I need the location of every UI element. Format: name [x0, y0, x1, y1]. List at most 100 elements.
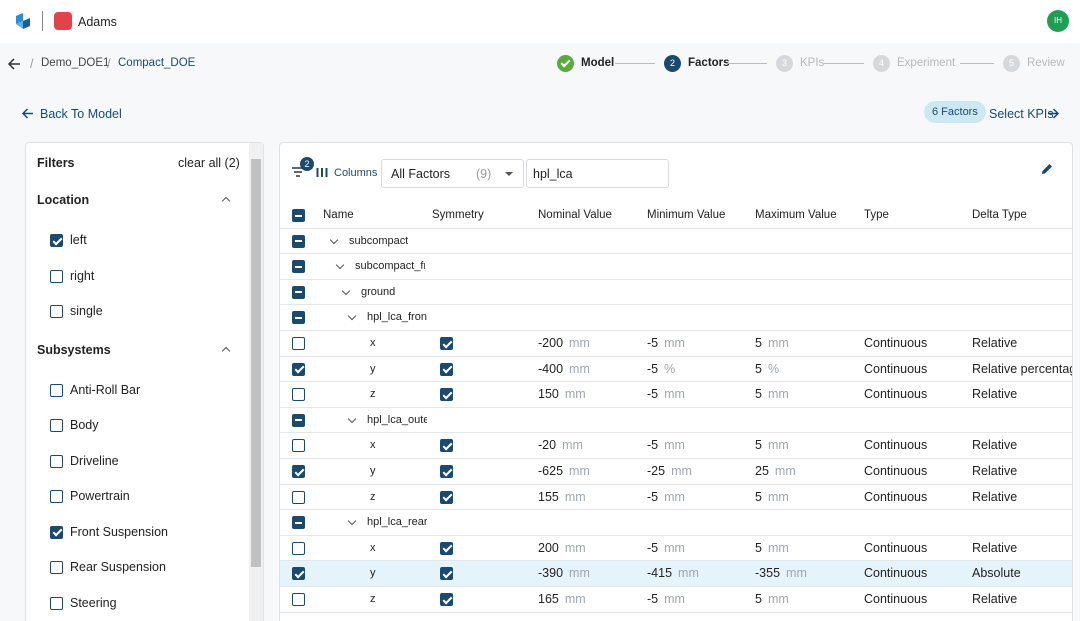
filter-option[interactable]: right	[70, 268, 95, 283]
step-label[interactable]: Model	[581, 57, 615, 69]
expand-icon[interactable]	[347, 516, 357, 526]
filter-option[interactable]: Steering	[70, 595, 117, 610]
checkbox[interactable]	[292, 516, 305, 530]
checkbox[interactable]	[50, 383, 63, 397]
expand-icon[interactable]	[335, 260, 345, 270]
breadcrumb[interactable]: Compact_DOE	[118, 57, 196, 69]
symmetry-checkbox[interactable]	[440, 362, 453, 376]
breadcrumb[interactable]: Demo_DOE1	[41, 57, 110, 69]
value: -5%	[647, 357, 675, 382]
filter-option[interactable]: Anti-Roll Bar	[70, 382, 141, 397]
checkbox[interactable]	[292, 593, 305, 606]
checkbox[interactable]	[292, 413, 305, 427]
expand-icon[interactable]	[347, 312, 357, 321]
checkbox[interactable]	[292, 362, 305, 376]
unit: mm	[774, 464, 796, 478]
checkbox[interactable]	[292, 490, 305, 504]
next-icon[interactable]	[1047, 107, 1060, 120]
filter-group-title[interactable]: Location	[37, 193, 90, 207]
columns-button[interactable]: Columns	[334, 167, 378, 179]
filter-option[interactable]: Front Suspension	[70, 524, 168, 539]
checkbox[interactable]	[50, 419, 63, 432]
checkbox[interactable]	[292, 541, 305, 555]
value-number: -5	[647, 336, 659, 350]
back-icon[interactable]	[21, 107, 34, 120]
unit: mm	[767, 336, 789, 350]
checkbox[interactable]	[292, 465, 305, 478]
columns-icon[interactable]	[316, 168, 328, 177]
filter-option[interactable]: single	[70, 304, 103, 318]
search-input[interactable]: hpl_lca	[526, 159, 669, 188]
unit: mm	[664, 438, 685, 453]
group-name: hpl_lca_rear	[367, 516, 427, 529]
checkbox[interactable]	[292, 439, 305, 453]
filter-option[interactable]: Body	[70, 418, 99, 432]
filter-option[interactable]: Driveline	[70, 453, 119, 468]
checkbox[interactable]	[292, 337, 305, 350]
checkbox[interactable]	[292, 209, 305, 222]
collapse-icon[interactable]	[221, 196, 231, 206]
filter-option[interactable]: Rear Suspension	[70, 560, 166, 574]
checkbox[interactable]	[292, 388, 305, 402]
value-number: -5	[647, 387, 659, 402]
column-header: Minimum Value	[647, 209, 726, 221]
symmetry-checkbox[interactable]	[440, 465, 453, 478]
edit-icon[interactable]	[1040, 162, 1054, 176]
expand-icon[interactable]	[329, 235, 339, 244]
checkbox[interactable]	[50, 490, 63, 503]
symmetry-checkbox[interactable]	[440, 541, 453, 555]
avatar[interactable]: IH	[1047, 10, 1069, 32]
unit: mm	[767, 387, 789, 402]
checkbox[interactable]	[50, 561, 63, 574]
checkbox[interactable]	[50, 596, 63, 610]
unit: mm	[664, 387, 685, 402]
factor-select[interactable]: All Factors (9)	[381, 159, 524, 188]
checkbox[interactable]	[292, 260, 305, 274]
step-label[interactable]: Factors	[688, 57, 730, 69]
scrollbar[interactable]	[251, 159, 261, 567]
step-label[interactable]: Review	[1027, 57, 1065, 69]
next-link[interactable]: Select KPIs	[989, 107, 1054, 121]
symmetry-checkbox[interactable]	[440, 337, 453, 350]
checkbox[interactable]	[292, 234, 305, 248]
symmetry-checkbox[interactable]	[440, 567, 453, 581]
checkbox[interactable]	[50, 305, 63, 318]
step-label[interactable]: KPIs	[800, 57, 825, 69]
group-name: subcompact_fr	[355, 260, 425, 273]
expand-icon[interactable]	[347, 414, 357, 424]
value-number: -415	[647, 566, 673, 581]
clear-all[interactable]: clear all (2)	[178, 156, 240, 170]
symmetry-checkbox[interactable]	[440, 490, 453, 504]
filter-option[interactable]: left	[70, 233, 87, 247]
delta-type: Absolute	[972, 566, 1021, 581]
checkbox[interactable]	[50, 525, 63, 539]
value-number: 155	[538, 489, 559, 504]
type: Continuous	[864, 438, 928, 453]
filter-group-title[interactable]: Subsystems	[37, 342, 111, 357]
expand-icon[interactable]	[341, 286, 351, 296]
type: Continuous	[864, 540, 928, 555]
symmetry-checkbox[interactable]	[440, 593, 453, 606]
back-arrow[interactable]	[7, 57, 21, 71]
value: 165 mm	[538, 587, 586, 612]
factor-name: z	[370, 593, 376, 605]
symmetry-checkbox[interactable]	[440, 439, 453, 453]
table: Name Symmetry Nominal Value Minimum Value Ma…	[280, 203, 1072, 621]
filter-option[interactable]: Powertrain	[70, 489, 130, 503]
collapse-icon[interactable]	[221, 346, 231, 355]
factor-name: y	[370, 362, 376, 375]
value-number: 5	[755, 540, 762, 555]
checkbox[interactable]	[292, 285, 305, 299]
delta-type: Relative	[972, 336, 1018, 350]
checkbox[interactable]	[50, 234, 63, 247]
checkbox[interactable]	[50, 269, 63, 283]
data-row: x 200 mm -5 mm 5 mm Continuous Relative	[280, 536, 1072, 562]
back-link[interactable]: Back To Model	[40, 107, 122, 121]
symmetry-checkbox[interactable]	[440, 388, 453, 402]
checkbox[interactable]	[292, 311, 305, 325]
checkbox[interactable]	[50, 454, 63, 468]
step-label[interactable]: Experiment	[897, 57, 956, 69]
value-number: 5	[755, 438, 762, 453]
data-row: z 165 mm -5 mm 5 mm Continuous Relative	[280, 587, 1072, 613]
checkbox[interactable]	[292, 567, 305, 581]
